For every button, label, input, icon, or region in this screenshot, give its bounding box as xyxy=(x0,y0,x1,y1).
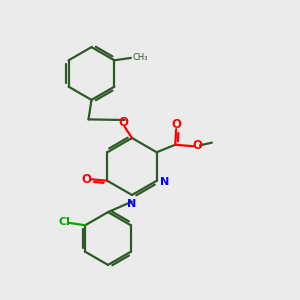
Text: O: O xyxy=(118,116,128,129)
Text: Cl: Cl xyxy=(58,217,70,227)
Text: N: N xyxy=(160,177,169,187)
Text: O: O xyxy=(81,173,91,186)
Text: CH₃: CH₃ xyxy=(132,53,148,62)
Text: N: N xyxy=(128,199,136,208)
Text: O: O xyxy=(171,118,181,131)
Text: O: O xyxy=(192,139,202,152)
